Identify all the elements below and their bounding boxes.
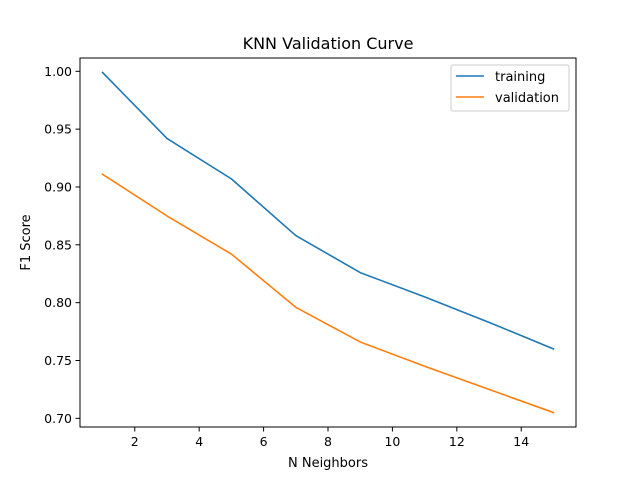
- series-line-training: [101, 71, 555, 350]
- x-tick-label: 4: [195, 434, 203, 449]
- y-tick-label: 1.00: [44, 64, 72, 79]
- legend-label-training: training: [495, 70, 545, 85]
- series-line-validation: [101, 173, 555, 414]
- y-axis: 0.70 0.75 0.80 0.85 0.90 0.95 1.00: [44, 64, 80, 426]
- chart-title: KNN Validation Curve: [243, 34, 414, 53]
- series-layer: [101, 71, 555, 414]
- x-tick-label: 8: [324, 434, 332, 449]
- y-tick-label: 0.70: [44, 411, 72, 426]
- y-tick-label: 0.95: [44, 122, 72, 137]
- y-tick-label: 0.85: [44, 237, 72, 252]
- x-axis: 2 4 6 8 10 12 14: [131, 427, 529, 449]
- y-tick-label: 0.75: [44, 353, 72, 368]
- y-tick-label: 0.90: [44, 179, 72, 194]
- x-axis-label: N Neighbors: [288, 456, 368, 471]
- x-tick-label: 12: [449, 434, 465, 449]
- y-tick-label: 0.80: [44, 295, 72, 310]
- legend-label-validation: validation: [495, 91, 559, 106]
- legend: training validation: [450, 64, 570, 112]
- y-axis-label: F1 Score: [19, 214, 34, 270]
- x-tick-label: 6: [260, 434, 268, 449]
- x-tick-label: 10: [384, 434, 400, 449]
- x-tick-label: 14: [513, 434, 529, 449]
- x-tick-label: 2: [131, 434, 139, 449]
